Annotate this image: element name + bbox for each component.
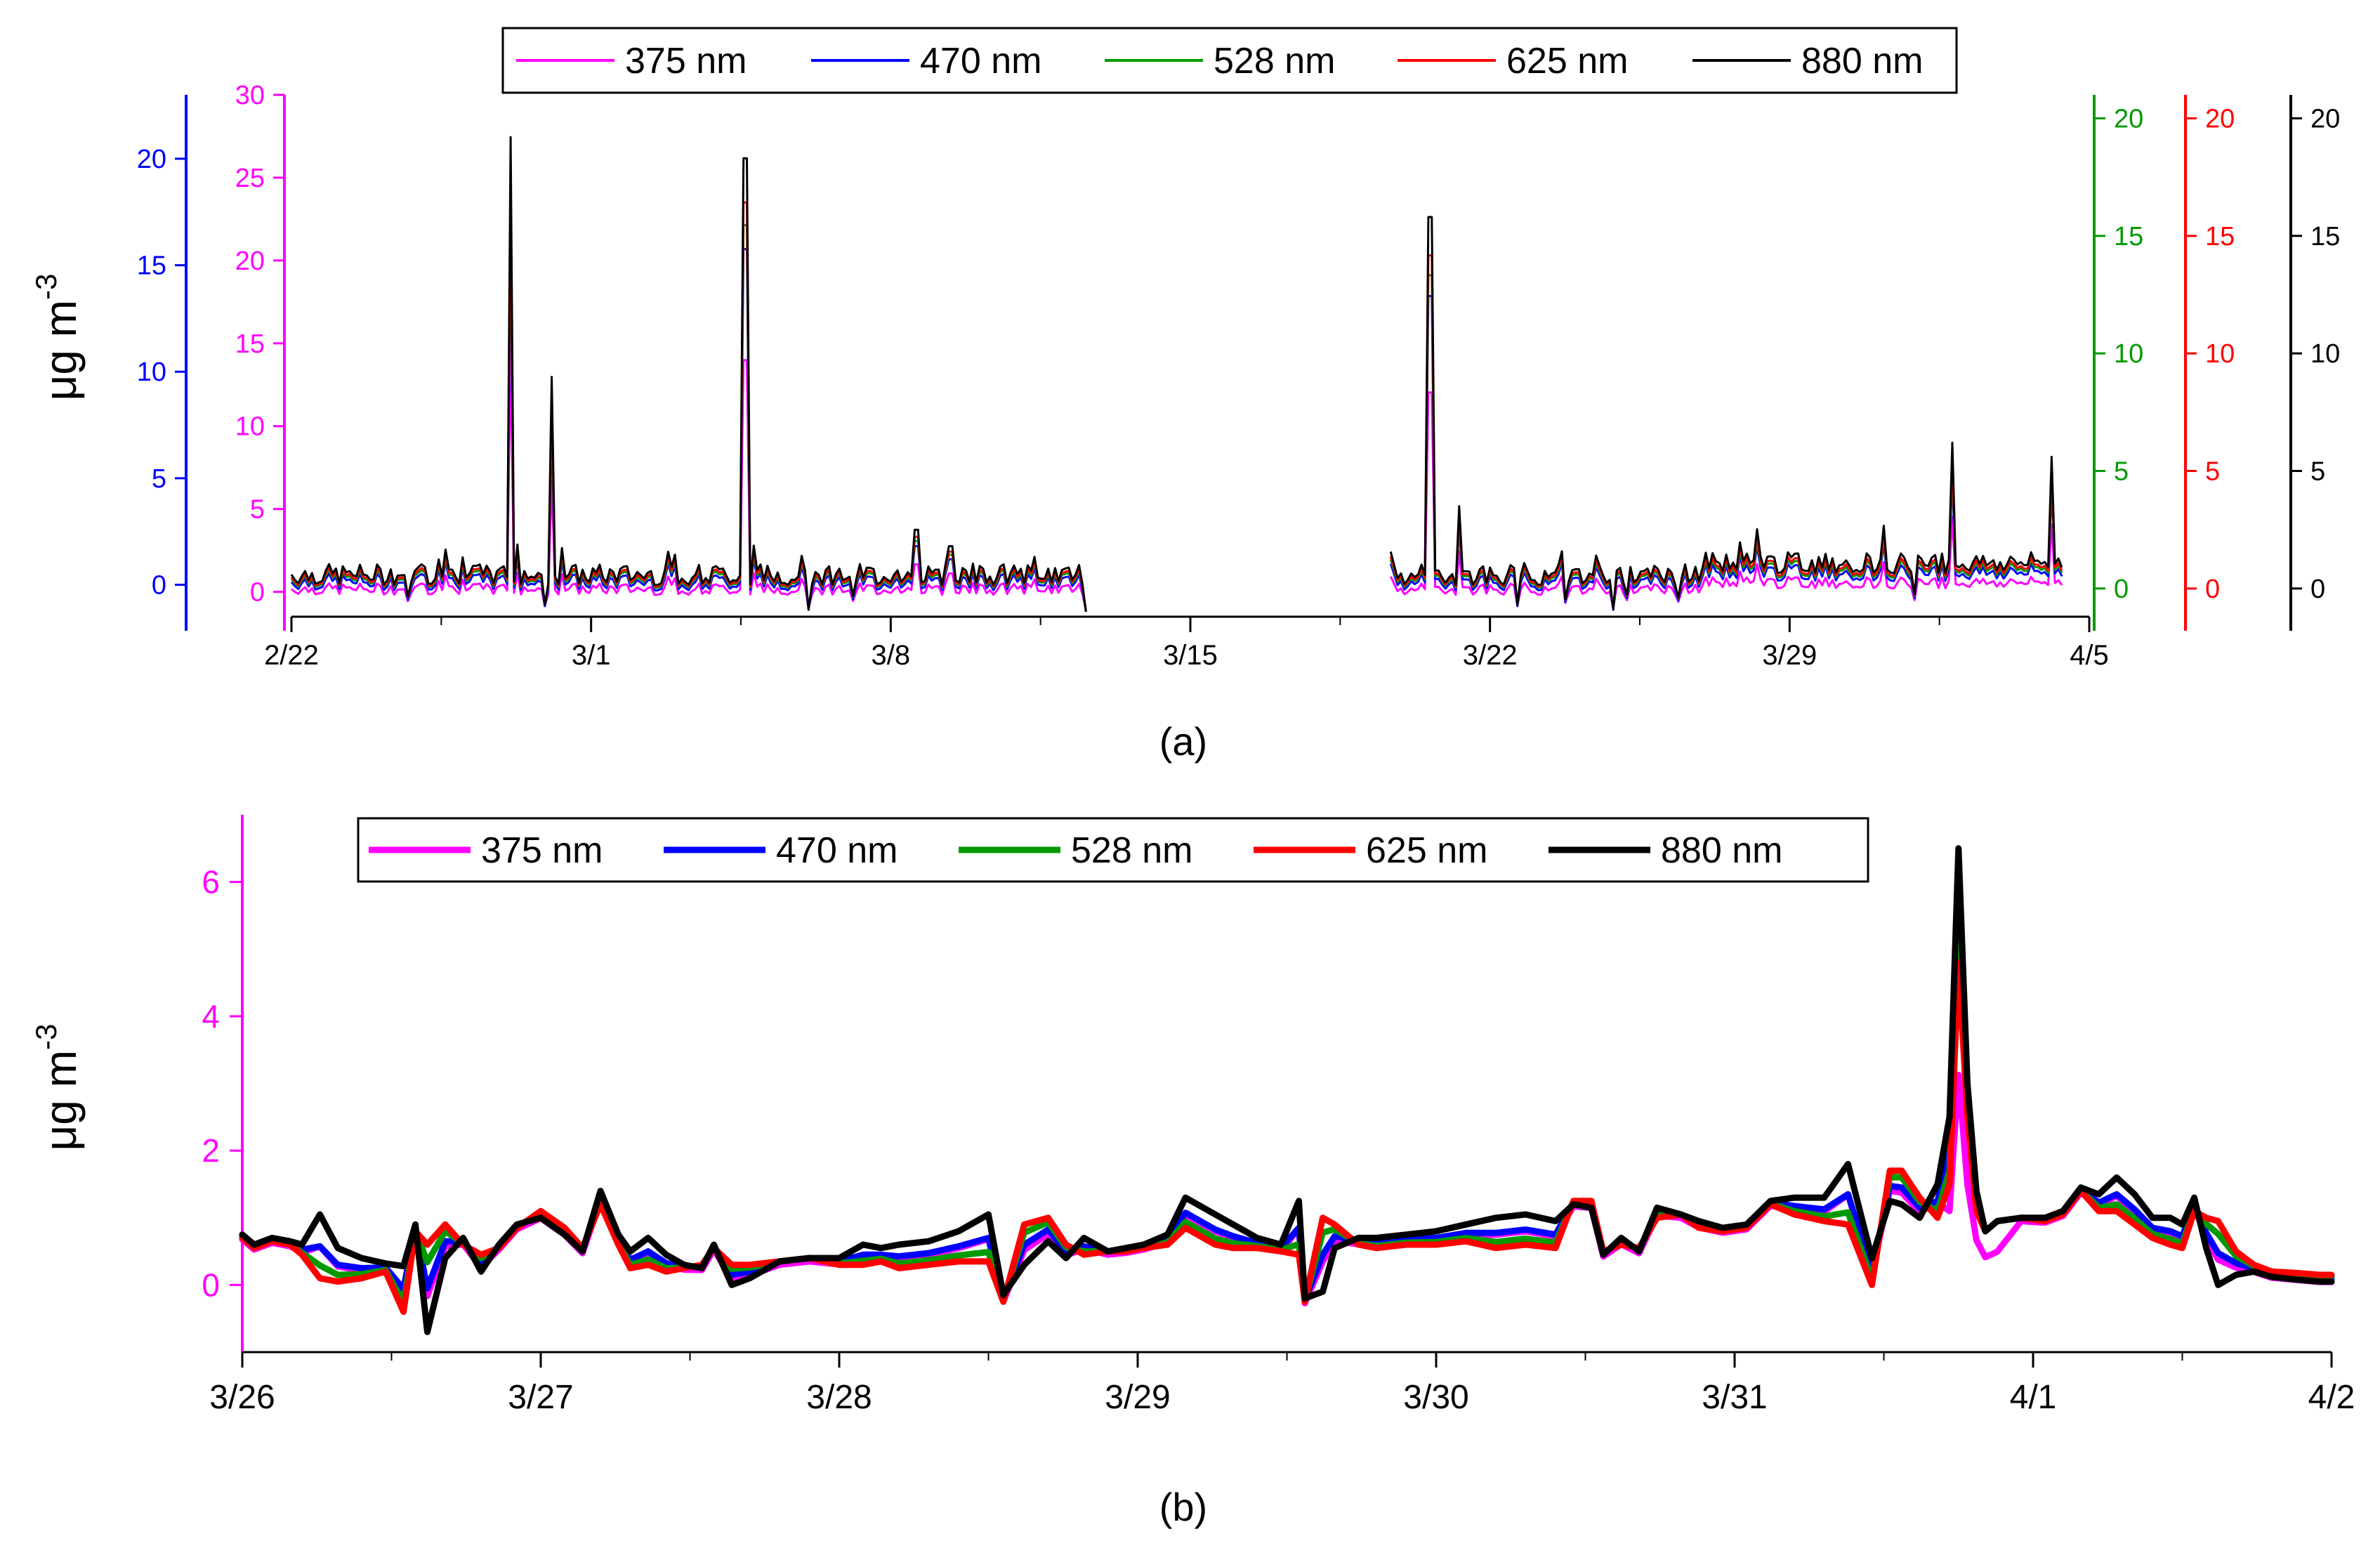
- series-a-line-470: [290, 231, 2063, 612]
- y-axis-green-right: 0 5 10 15 20: [2093, 95, 2143, 631]
- legend-b-label-625: 625 nm: [1366, 830, 1487, 871]
- series-a-line-528: [290, 206, 2063, 611]
- legend-a-label-470: 470 nm: [920, 41, 1041, 81]
- x-tick-label: 3/15: [1163, 640, 1218, 671]
- series-b-line-625: [239, 959, 2335, 1316]
- legend-a-label-375: 375 nm: [625, 41, 747, 81]
- panel-label-b: (b): [1159, 1485, 1207, 1529]
- x-axis-a-ticks: 2/22 3/1 3/8 3/15 3/22 3/29 4/5: [264, 617, 2109, 671]
- panel-a: 375 nm 470 nm 528 nm 625 nm 880 nm μg m-…: [29, 27, 2340, 764]
- axis-tick-label: 10: [2310, 339, 2340, 369]
- axis-tick-label: 0: [152, 571, 166, 601]
- series-b-line-470: [239, 902, 2335, 1304]
- y-tick-label: 0: [202, 1266, 220, 1303]
- legend-a: 375 nm 470 nm 528 nm 625 nm 880 nm: [501, 27, 1958, 94]
- y-axis-red-right: 0 5 10 15 20: [2184, 95, 2235, 631]
- x-tick-label: 3/8: [872, 640, 911, 671]
- y-axis-b-ticks: 0 2 4 6: [202, 864, 242, 1303]
- axis-tick-label: 20: [2114, 104, 2143, 133]
- x-tick-label: 4/1: [2010, 1379, 2057, 1416]
- legend-b-label-528: 528 nm: [1071, 830, 1192, 871]
- y-axis-blue-left: 0 5 10 15 20: [137, 95, 188, 631]
- series-a-line-880: [290, 136, 2063, 612]
- x-tick-label: 3/30: [1403, 1379, 1468, 1416]
- x-tick-label: 4/5: [2070, 640, 2109, 671]
- panel-b: 375 nm 470 nm 528 nm 625 nm 880 nm μg m-…: [29, 815, 2355, 1529]
- x-tick-label: 3/26: [209, 1379, 275, 1416]
- axis-tick-label: 20: [2310, 104, 2340, 133]
- axis-tick-label: 0: [2205, 575, 2220, 604]
- axis-tick-label: 30: [235, 81, 265, 110]
- axis-tick-label: 5: [2205, 457, 2220, 486]
- panel-label-a: (a): [1159, 719, 1207, 764]
- series-a-line-375: [291, 347, 2063, 610]
- legend-b-label-375: 375 nm: [481, 830, 603, 871]
- legend-a-label-880: 880 nm: [1801, 41, 1923, 81]
- y-tick-label: 2: [202, 1132, 220, 1169]
- axis-tick-label: 15: [2205, 222, 2235, 251]
- axis-tick-label: 20: [2205, 104, 2235, 133]
- axis-tick-label: 20: [235, 247, 265, 276]
- series-b: [239, 845, 2335, 1335]
- axis-tick-label: 0: [2114, 575, 2129, 604]
- axis-tick-label: 10: [2205, 339, 2235, 369]
- axis-tick-label: 5: [152, 464, 166, 494]
- x-tick-label: 3/29: [1105, 1379, 1170, 1416]
- axis-tick-label: 0: [250, 578, 265, 608]
- series-a: [290, 136, 2063, 612]
- ylabel-b: μg m-3: [29, 1024, 86, 1151]
- legend-a-label-528: 528 nm: [1214, 41, 1335, 81]
- axis-tick-label: 5: [2310, 457, 2325, 486]
- x-tick-label: 3/28: [806, 1379, 872, 1416]
- y-tick-label: 4: [202, 998, 220, 1035]
- axis-tick-label: 0: [2310, 575, 2325, 604]
- legend-b: 375 nm 470 nm 528 nm 625 nm 880 nm: [357, 817, 1869, 883]
- axis-tick-label: 25: [235, 164, 265, 193]
- axis-tick-label: 15: [2114, 222, 2143, 251]
- y-axis-magenta-left: 0 5 10 15 20 25 30: [235, 81, 286, 631]
- series-b-line-528: [239, 936, 2335, 1306]
- axis-tick-label: 5: [250, 495, 265, 525]
- axis-tick-label: 15: [235, 329, 265, 359]
- series-b-line-880: [239, 845, 2335, 1335]
- series-a-line-625: [290, 182, 2063, 611]
- axis-tick-label: 15: [2310, 222, 2340, 251]
- axis-tick-label: 10: [2114, 339, 2143, 369]
- x-tick-label: 2/22: [264, 640, 319, 671]
- y-tick-label: 6: [202, 864, 220, 900]
- legend-b-label-470: 470 nm: [776, 830, 898, 871]
- x-tick-label: 4/2: [2308, 1379, 2355, 1416]
- x-tick-label: 3/31: [1702, 1379, 1767, 1416]
- legend-b-label-880: 880 nm: [1661, 830, 1782, 871]
- x-tick-label: 3/1: [572, 640, 611, 671]
- axis-tick-label: 20: [137, 145, 166, 174]
- axis-tick-label: 10: [235, 412, 265, 442]
- x-tick-label: 3/27: [508, 1379, 573, 1416]
- y-axis-black-right: 0 5 10 15 20: [2289, 95, 2340, 631]
- x-tick-label: 3/22: [1463, 640, 1518, 671]
- x-axis-b-ticks: 3/26 3/27 3/28 3/29 3/30 3/31 4/1 4/2: [209, 1352, 2355, 1416]
- ylabel-a: μg m-3: [29, 274, 86, 401]
- axis-tick-label: 5: [2114, 457, 2129, 486]
- axis-tick-label: 15: [137, 251, 166, 281]
- legend-a-label-625: 625 nm: [1506, 41, 1628, 81]
- axis-tick-label: 10: [137, 358, 166, 387]
- series-b-line-375: [239, 1071, 2335, 1306]
- x-tick-label: 3/29: [1762, 640, 1817, 671]
